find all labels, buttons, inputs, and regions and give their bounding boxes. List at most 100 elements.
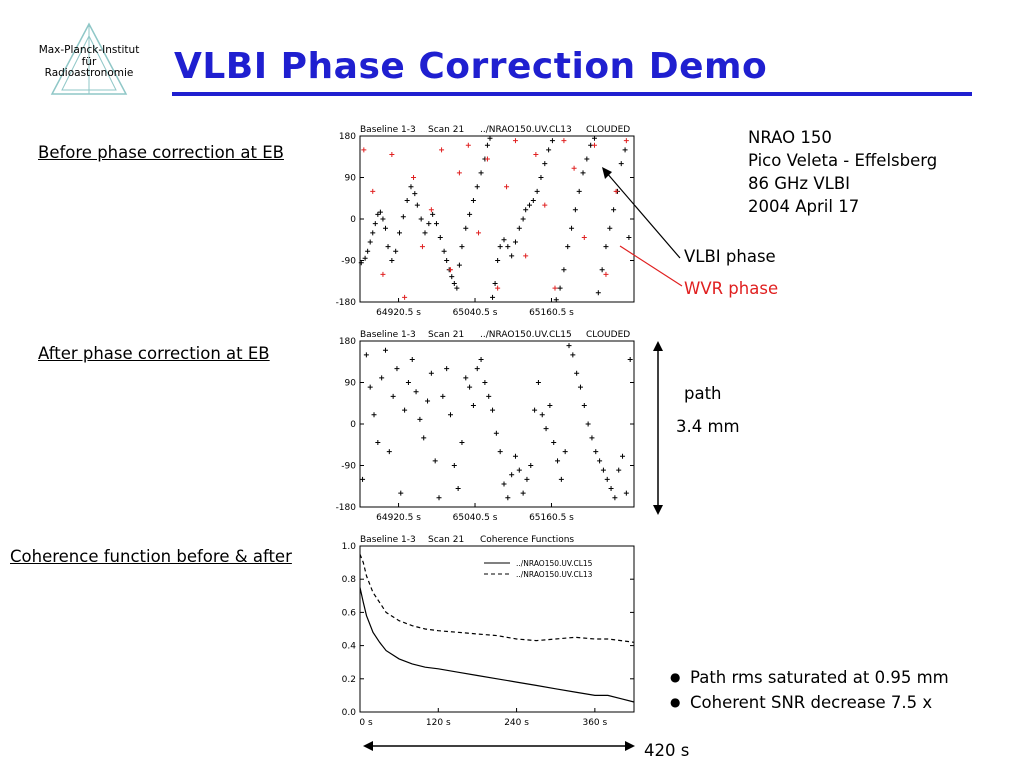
timespan-arrow-icon (363, 741, 635, 751)
data-point (495, 285, 501, 291)
data-point (382, 347, 388, 353)
data-point (504, 184, 510, 190)
path-label: path (684, 384, 722, 403)
y-tick-label: 90 (345, 379, 357, 389)
y-tick-label: 0.0 (342, 708, 357, 718)
data-point (561, 138, 567, 144)
plot-header-text: Scan 21 (428, 125, 464, 135)
x-tick-label: 65040.5 s (453, 308, 498, 318)
plot-header-text: CLOUDED (586, 330, 630, 340)
plot-coherence: Baseline 1-3 Scan 21 Coherence Functions 1.… (342, 535, 635, 728)
y-tick-label: -180 (336, 503, 357, 513)
data-point (539, 412, 545, 418)
y-tick-label: 0 (350, 215, 356, 225)
data-point (492, 281, 498, 287)
data-point (493, 430, 499, 436)
y-tick-label: 180 (339, 337, 356, 347)
data-point (607, 225, 613, 231)
data-point (444, 366, 450, 372)
data-point (608, 486, 614, 492)
data-point (426, 221, 432, 227)
data-point (501, 481, 507, 487)
data-point (398, 490, 404, 496)
series-line (359, 587, 635, 703)
data-point (459, 244, 465, 250)
info-date: 2004 April 17 (748, 197, 860, 216)
data-point (382, 225, 388, 231)
data-point (512, 138, 518, 144)
data-point (478, 356, 484, 362)
logo-line-1: Max-Planck-Institut (38, 44, 140, 56)
data-point (413, 389, 419, 395)
data-point (428, 207, 434, 213)
data-point (581, 234, 587, 240)
data-point (449, 274, 455, 280)
data-point (478, 170, 484, 176)
plot-header-text: Baseline 1-3 (360, 330, 416, 340)
path-value: 3.4 mm (676, 417, 740, 436)
data-point (484, 142, 490, 148)
data-point (552, 285, 558, 291)
section-label-coherence: Coherence function before & after (10, 547, 292, 566)
data-point (603, 271, 609, 277)
y-tick-label: -180 (336, 298, 357, 308)
data-point (530, 198, 536, 204)
data-point (512, 239, 518, 245)
data-point (495, 258, 501, 263)
data-point (486, 393, 492, 399)
data-point (418, 216, 424, 222)
data-point (520, 490, 526, 496)
data-point (571, 165, 577, 171)
data-point (404, 198, 410, 204)
data-point (467, 211, 473, 217)
data-point (465, 142, 471, 148)
y-tick-label: 0.4 (342, 642, 357, 652)
data-point (535, 380, 541, 385)
data-point (576, 188, 582, 194)
data-point (393, 248, 399, 254)
data-point (414, 202, 420, 208)
data-point (370, 188, 376, 194)
data-point (372, 221, 378, 227)
data-point (597, 458, 603, 464)
plot-before-correction: Baseline 1-3 Scan 21 ../NRAO150.UV.CL13 CLO… (336, 125, 635, 318)
data-point (470, 198, 476, 204)
data-point (358, 260, 364, 266)
data-point (421, 435, 427, 441)
data-point (523, 253, 529, 259)
x-tick-label: 64920.5 s (376, 308, 421, 318)
y-tick-label: -90 (341, 257, 356, 267)
data-point (581, 403, 587, 409)
y-tick-label: -90 (341, 462, 356, 472)
data-point (474, 366, 480, 372)
data-point (360, 476, 366, 482)
bullet-icon: ● (670, 670, 681, 684)
data-point (620, 453, 626, 459)
data-point (367, 239, 373, 245)
data-point (405, 380, 411, 385)
data-point (528, 463, 534, 468)
data-point (618, 161, 624, 167)
data-point (484, 156, 490, 162)
observation-info: NRAO 150 Pico Veleta - Effelsberg 86 GHz… (748, 126, 937, 218)
data-point (574, 370, 580, 376)
legend-entry: ../NRAO150.UV.CL13 (516, 570, 593, 579)
logo-triangle-icon (50, 22, 128, 95)
data-point (470, 403, 476, 409)
data-point (623, 490, 629, 496)
y-tick-label: 0.6 (342, 608, 357, 618)
data-point (616, 467, 622, 473)
data-point (505, 495, 511, 501)
data-point (377, 209, 383, 215)
data-point (553, 297, 559, 303)
plot-header-text: Baseline 1-3 (360, 535, 416, 545)
data-point (591, 142, 597, 148)
data-point (551, 439, 557, 445)
x-tick-label: 65040.5 s (453, 513, 498, 523)
bullet-list: ● Path rms saturated at 0.95 mm ● Coherent… (670, 665, 949, 715)
data-point (408, 184, 414, 190)
data-point (482, 380, 488, 385)
data-point (604, 476, 610, 482)
bullet-icon: ● (670, 695, 681, 709)
data-point (451, 281, 457, 287)
